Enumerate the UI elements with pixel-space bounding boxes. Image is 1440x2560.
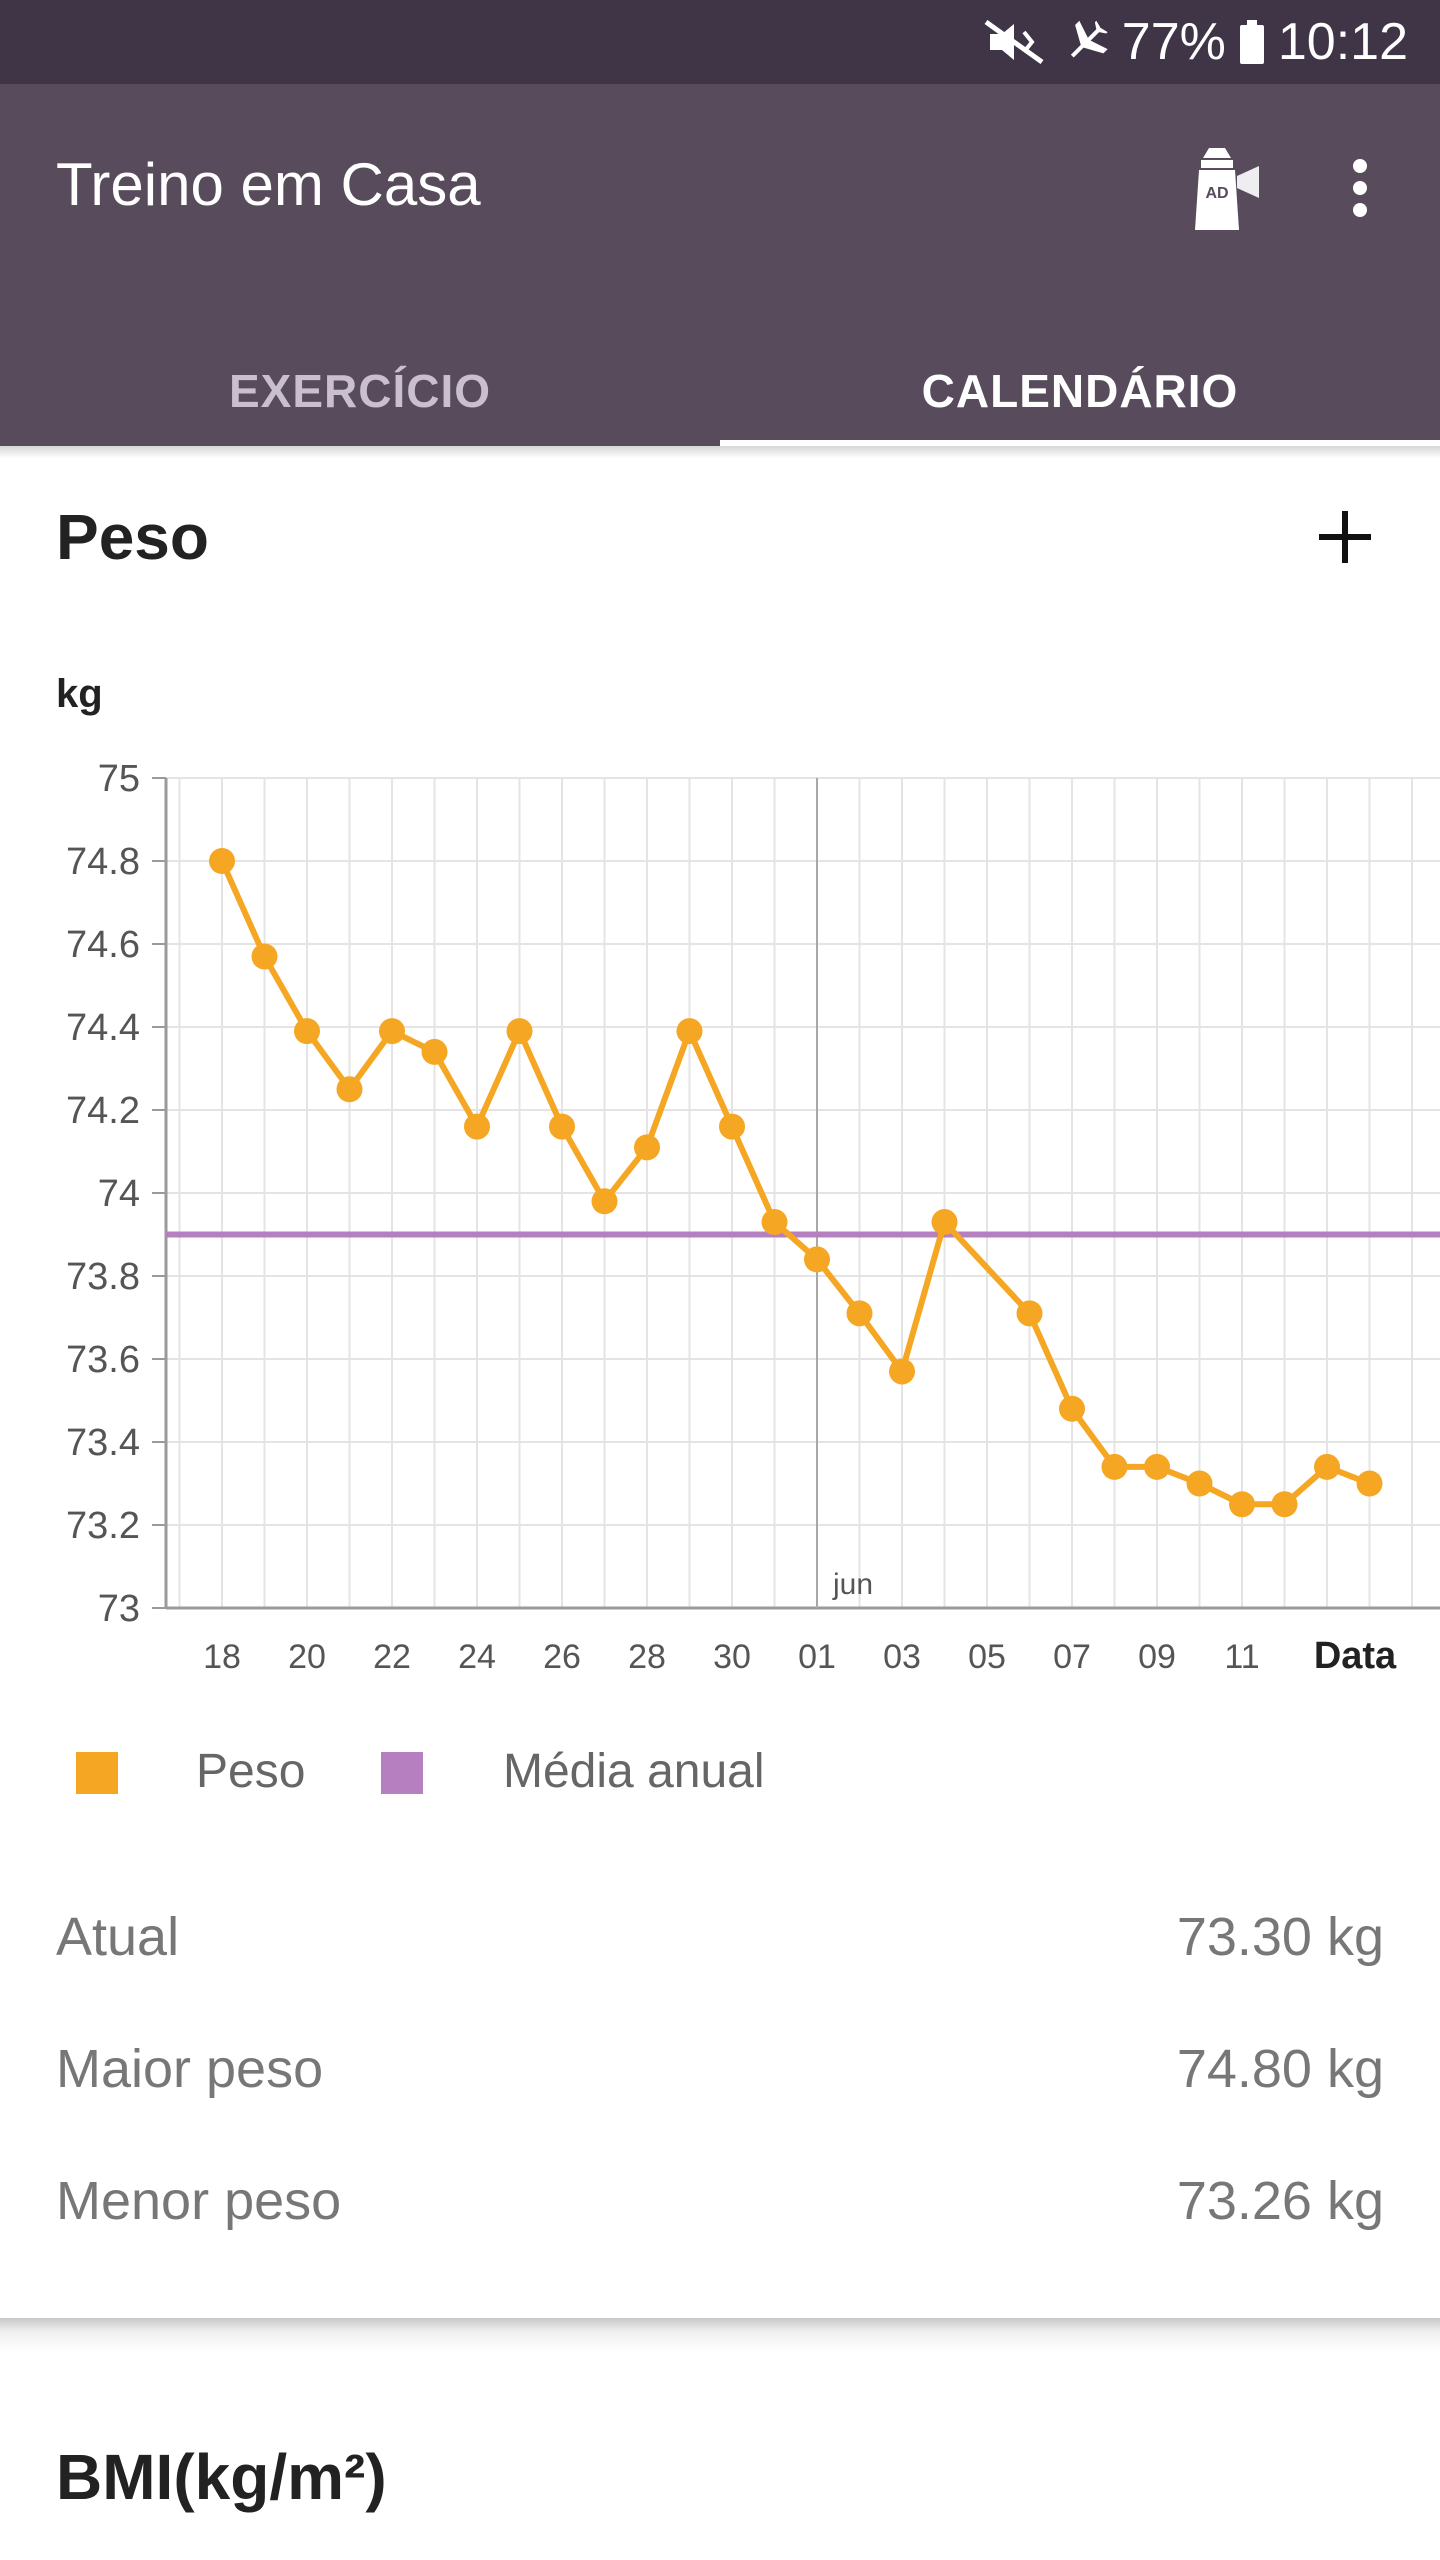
remove-ads-button[interactable]: AD (1180, 138, 1270, 238)
x-tick-label: 26 (543, 1638, 581, 1676)
stat-row-maior-peso: Maior peso 74.80 kg (56, 2038, 1384, 2118)
month-label: jun (832, 1568, 873, 1601)
y-tick-label: 73.4 (66, 1422, 140, 1464)
y-tick-label: 73 (98, 1588, 140, 1630)
bmi-section-title: BMI(kg/m²) (56, 2441, 387, 2513)
weight-data-point[interactable] (761, 1209, 788, 1236)
legend-label-peso: Peso (196, 1745, 306, 1798)
legend-swatch-peso (76, 1752, 118, 1794)
app-title: Treino em Casa (56, 151, 481, 218)
y-tick-label: 74.2 (66, 1090, 140, 1132)
weight-data-point[interactable] (1144, 1453, 1170, 1480)
stat-value: 73.26 kg (1176, 2171, 1384, 2231)
y-tick-label: 73.6 (66, 1339, 140, 1381)
weight-data-point[interactable] (1356, 1470, 1383, 1497)
x-axis-label: Data (1314, 1635, 1397, 1677)
x-tick-label: 18 (203, 1638, 241, 1676)
weight-data-point[interactable] (591, 1188, 618, 1215)
tab-calendario[interactable]: CALENDÁRIO (921, 365, 1239, 417)
weight-chart[interactable]: jun 73 73.2 73.4 73.6 73.8 74 74.2 74.4 74.6 74.8… (0, 740, 1440, 1700)
legend-label-media-anual: Média anual (503, 1745, 765, 1798)
weight-data-point[interactable] (1229, 1491, 1255, 1518)
battery-percent: 77% (1121, 13, 1226, 71)
weight-data-point[interactable] (506, 1018, 533, 1045)
x-tick-label: 20 (288, 1638, 326, 1676)
y-tick-label: 73.8 (66, 1256, 140, 1298)
app-bar: Treino em Casa AD EXERCÍCIO CALENDÁRIO (0, 84, 1440, 446)
more-options-button[interactable] (1330, 138, 1390, 238)
x-tick-label: 11 (1224, 1638, 1259, 1676)
stat-value: 74.80 kg (1176, 2039, 1384, 2099)
stat-label: Maior peso (56, 2039, 324, 2099)
x-tick-label: 09 (1138, 1638, 1176, 1676)
x-tick-label: 22 (373, 1638, 411, 1676)
weight-data-point[interactable] (421, 1038, 448, 1065)
clock: 10:12 (1277, 13, 1408, 71)
weight-data-point[interactable] (846, 1300, 873, 1327)
x-tick-label: 05 (968, 1638, 1006, 1676)
weight-data-point[interactable] (336, 1076, 363, 1103)
card-divider (0, 2318, 1440, 2352)
weight-data-point[interactable] (1186, 1470, 1213, 1497)
stat-label: Atual (56, 1907, 180, 1967)
y-tick-label: 73.2 (66, 1505, 140, 1547)
weight-data-point[interactable] (889, 1358, 915, 1385)
x-tick-label: 30 (713, 1638, 751, 1676)
weight-data-point[interactable] (719, 1113, 745, 1140)
y-tick-label: 75 (98, 758, 140, 800)
x-tick-label: 03 (883, 1638, 921, 1676)
stat-row-atual: Atual 73.30 kg (56, 1906, 1384, 1986)
y-tick-label: 74.4 (66, 1007, 140, 1049)
x-tick-label: 01 (798, 1638, 836, 1676)
y-axis-unit: kg (56, 672, 103, 716)
legend-swatch-media-anual (381, 1752, 423, 1794)
weight-data-point[interactable] (1016, 1300, 1043, 1327)
card-shadow (0, 446, 1440, 458)
weight-data-point[interactable] (1314, 1453, 1340, 1480)
weight-data-point[interactable] (549, 1113, 575, 1140)
tab-indicator (720, 440, 1440, 446)
status-bar: 77% 10:12 (0, 0, 1440, 84)
weight-data-point[interactable] (251, 943, 278, 970)
battery-icon (1239, 20, 1264, 64)
weight-data-point[interactable] (804, 1246, 830, 1273)
weight-data-point[interactable] (464, 1113, 490, 1140)
stat-row-menor-peso: Menor peso 73.26 kg (56, 2170, 1384, 2250)
tab-bar: EXERCÍCIO CALENDÁRIO (0, 364, 1440, 446)
x-tick-label: 28 (628, 1638, 666, 1676)
weight-data-point[interactable] (1271, 1491, 1298, 1518)
weight-data-point[interactable] (1059, 1395, 1085, 1422)
mute-icon (984, 20, 1048, 64)
plus-icon (1319, 511, 1371, 563)
weight-section-title: Peso (56, 501, 209, 573)
weight-data-point[interactable] (379, 1018, 405, 1045)
y-tick-label: 74 (98, 1173, 140, 1215)
chart-legend: Peso Média anual (76, 1740, 1376, 1810)
weight-data-point[interactable] (931, 1209, 958, 1236)
x-tick-label: 07 (1053, 1638, 1091, 1676)
y-tick-label: 74.6 (66, 924, 140, 966)
ad-lighthouse-icon: AD (1195, 148, 1259, 230)
stat-label: Menor peso (56, 2171, 342, 2231)
more-vert-icon (1353, 159, 1367, 217)
tab-exercicio[interactable]: EXERCÍCIO (228, 365, 492, 417)
weight-data-point[interactable] (1101, 1453, 1128, 1480)
svg-text:AD: AD (1205, 185, 1228, 202)
airplane-icon (1062, 19, 1108, 65)
weight-series-line (219, 859, 1371, 1508)
x-tick-label: 24 (458, 1638, 496, 1676)
add-weight-button[interactable] (1300, 492, 1390, 582)
stat-value: 73.30 kg (1176, 1907, 1384, 1967)
y-tick-label: 74.8 (66, 841, 140, 883)
weight-data-point[interactable] (676, 1018, 703, 1045)
weight-data-point[interactable] (209, 848, 235, 874)
weight-data-point[interactable] (294, 1018, 320, 1045)
status-icons: 77% 10:12 (984, 0, 1408, 84)
weight-data-point[interactable] (634, 1134, 660, 1161)
